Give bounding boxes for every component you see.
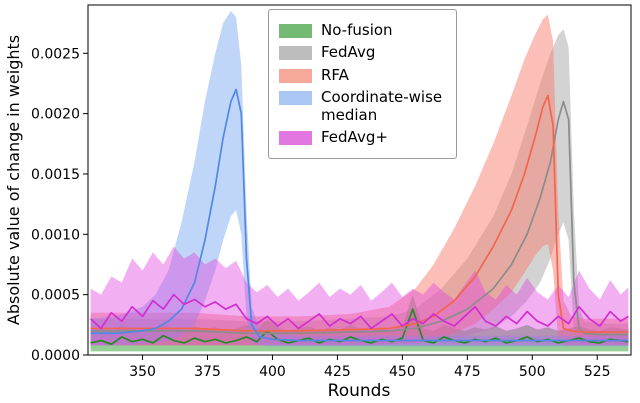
- legend-label-fedavg: FedAvg: [321, 43, 376, 62]
- x-tick-label: 400: [259, 364, 286, 380]
- legend-item-fedavgplus: FedAvg+: [279, 128, 442, 146]
- fedavgplus-line: [90, 293, 629, 330]
- fedavgplus-band: [90, 246, 629, 346]
- legend-label-no-fusion: No-fusion: [321, 21, 393, 39]
- fedavg-line: [90, 100, 629, 336]
- y-axis-label: Absolute value of change in weights: [4, 35, 23, 325]
- axes-spines: [87, 4, 632, 356]
- x-axis-label: Rounds: [328, 381, 391, 401]
- y-tick-label: 0.0005: [31, 288, 80, 304]
- y-tick-label: 0.0015: [31, 167, 80, 183]
- y-tick-label: 0.0010: [31, 227, 80, 243]
- legend: No-fusion FedAvg RFA Coordinate-wise median…: [268, 9, 458, 159]
- rfa-swatch-icon: [279, 68, 312, 83]
- cwmedian-line: [90, 88, 629, 342]
- x-tick-label: 475: [454, 364, 481, 380]
- cwmedian-band: [90, 11, 629, 347]
- legend-item-cwmedian: Coordinate-wise median: [279, 88, 442, 125]
- x-tick-label: 450: [389, 364, 416, 380]
- no-fusion-swatch-icon: [279, 24, 312, 38]
- x-tick-label: 525: [584, 364, 611, 380]
- rfa-band: [90, 14, 629, 346]
- fedavg-swatch-icon: [279, 46, 312, 61]
- y-tick-label: 0.0000: [31, 348, 80, 364]
- cwmedian-swatch-icon: [279, 90, 312, 105]
- x-tick-label: 350: [129, 364, 156, 380]
- fedavgplus-swatch-icon: [279, 131, 312, 146]
- rfa-line: [90, 94, 629, 333]
- legend-label-rfa: RFA: [321, 65, 349, 84]
- legend-label-cwmedian: Coordinate-wise median: [321, 87, 443, 125]
- y-tick-label: 0.0020: [31, 107, 80, 123]
- y-tick-label: 0.0025: [31, 46, 80, 62]
- legend-item-rfa: RFA: [279, 66, 442, 84]
- legend-item-fedavg: FedAvg: [279, 43, 442, 61]
- x-tick-label: 425: [324, 364, 351, 380]
- legend-label-fedavgplus: FedAvg+: [321, 128, 388, 147]
- legend-item-no-fusion: No-fusion: [279, 21, 442, 39]
- x-tick-label: 500: [519, 364, 546, 380]
- x-tick-label: 375: [194, 364, 221, 380]
